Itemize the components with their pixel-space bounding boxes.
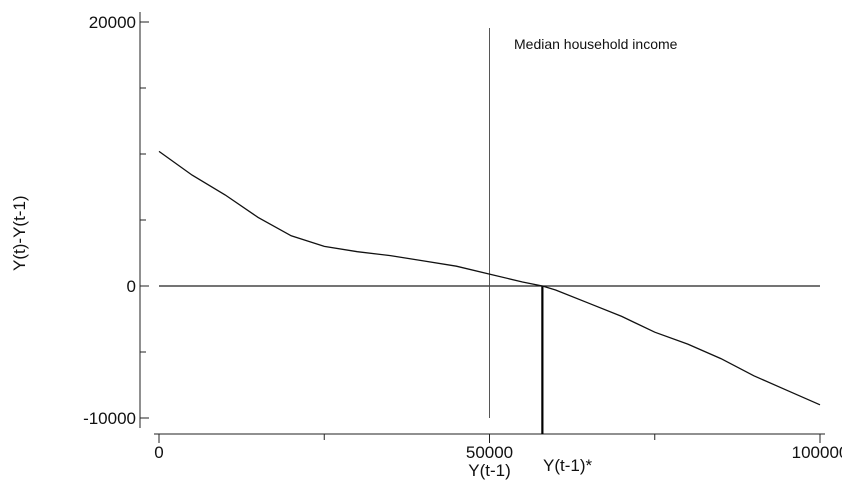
- x-axis-title: Y(t-1): [468, 461, 511, 480]
- x-tick-label: 0: [154, 443, 163, 462]
- series-line: [158, 150, 821, 406]
- median-income-label: Median household income: [514, 36, 678, 52]
- x-tick-label: 50000: [466, 443, 513, 462]
- series-group: [158, 150, 821, 406]
- y-tick-label: 0: [127, 277, 136, 296]
- equilibrium-label: Y(t-1)*: [543, 456, 593, 475]
- y-ticks: -10000 0 20000: [83, 13, 149, 428]
- y-tick-label: 20000: [89, 13, 136, 32]
- reference-lines: [159, 28, 820, 434]
- y-tick-label: -10000: [83, 409, 136, 428]
- y-axis-title: Y(t)-Y(t-1): [10, 195, 29, 271]
